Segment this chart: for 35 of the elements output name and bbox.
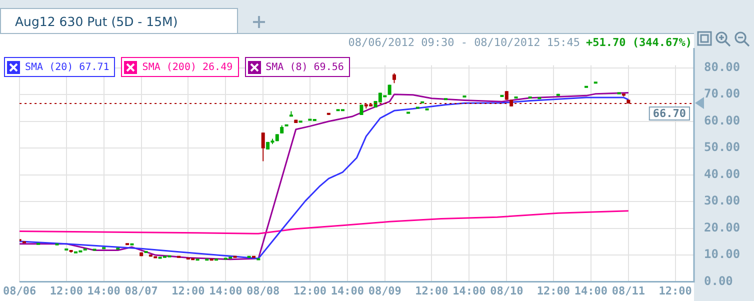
x-tick-label: 12:00 — [658, 284, 692, 298]
y-tick-label: 30.00 — [704, 194, 740, 208]
x-tick-label: 08/08 — [246, 284, 280, 298]
x-tick-label: 08/09 — [368, 284, 402, 298]
candlestick — [392, 72, 396, 84]
candlestick — [388, 84, 392, 96]
ref-line-label: 66.70 — [652, 106, 686, 120]
legend-label: SMA (8) 69.56 — [266, 62, 344, 72]
y-tick-label: 50.00 — [704, 140, 740, 154]
x-tick-label: 12:00 — [172, 284, 205, 298]
x-tick-label: 14:00 — [452, 284, 486, 298]
x-tick-label: 08/10 — [490, 284, 524, 298]
y-tick-label: 0.00 — [704, 274, 733, 288]
y-tick-label: 20.00 — [704, 220, 740, 234]
x-tick-label: 08/07 — [124, 284, 158, 298]
x-tick-label: 14:00 — [87, 284, 120, 298]
y-tick-label: 70.00 — [704, 86, 740, 101]
x-tick-label: 14:00 — [574, 284, 608, 298]
y-tick-label: 10.00 — [704, 247, 740, 262]
x-tick-label: 12:00 — [293, 284, 327, 298]
y-tick-label: 40.00 — [704, 166, 740, 181]
x-tick-label: 12:00 — [536, 284, 570, 298]
x-tick-label: 12:00 — [415, 284, 448, 298]
x-tick-label: 12:00 — [50, 284, 83, 298]
text: +51.70 (344.67%) — [586, 36, 692, 49]
y-tick-label: 80.00 — [704, 60, 740, 74]
x-tick-label: 08/11 — [612, 284, 646, 298]
chart-subtitle: 08/06/2012 09:30 - 08/10/2012 15:45 — [348, 36, 580, 49]
y-tick-label: 60.00 — [704, 113, 740, 128]
x-tick-label: 14:00 — [209, 284, 242, 298]
x-tick-label: 08/06 — [2, 284, 36, 298]
x-tick-label: 14:00 — [330, 284, 364, 298]
legend-label: SMA (200) 26.49 — [142, 62, 233, 72]
legend-label: SMA (20) 67.71 — [25, 62, 110, 72]
candlestick — [261, 132, 265, 162]
